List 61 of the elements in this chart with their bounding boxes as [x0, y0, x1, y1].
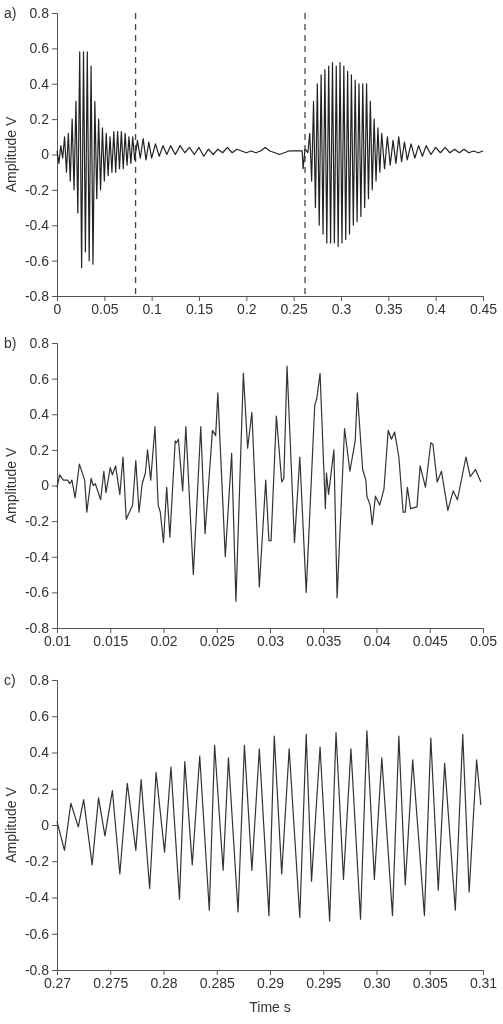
x-tick-label: 0.31: [469, 974, 498, 991]
y-tick-label: 0: [41, 477, 50, 494]
y-tick-label: -0.4: [24, 548, 50, 565]
y-tick-label: -0.2: [24, 513, 50, 530]
line-series: [56, 365, 482, 602]
x-tick-label: 0.45: [469, 300, 498, 317]
x-tick-label: 0.275: [93, 974, 129, 991]
x-tick-label: 0.015: [93, 632, 129, 649]
x-tick-label: 0.02: [150, 632, 178, 649]
y-tick-label: -0.6: [24, 252, 50, 269]
x-tick-label: 0.05: [469, 632, 498, 649]
y-tick-label: -0.6: [24, 584, 50, 601]
y-tick-label: 0.4: [29, 75, 50, 92]
y-tick-label: -0.4: [24, 889, 50, 906]
y-tick-label: 0.4: [29, 744, 50, 761]
x-tick-label: 0.3: [331, 300, 352, 317]
x-axis-title: Time s: [249, 999, 291, 1015]
x-tick-label: 0: [53, 300, 62, 317]
y-tick-label: 0.8: [29, 334, 50, 351]
y-tick-label: 0.8: [29, 671, 50, 688]
x-tick-label: 0.285: [199, 974, 235, 991]
y-axis-title: Amplitude V: [3, 447, 19, 524]
y-tick-label: 0.2: [29, 780, 50, 797]
y-tick-label: 0.2: [29, 441, 50, 458]
y-tick-label: 0: [41, 146, 50, 163]
chart-title: a): [4, 5, 17, 21]
line-series: [56, 730, 482, 922]
y-tick-label: 0: [41, 816, 50, 833]
y-tick-label: 0.8: [29, 4, 50, 21]
chart-title: b): [4, 335, 17, 351]
y-axis-title: Amplitude V: [3, 116, 19, 193]
y-tick-label: 0.6: [29, 708, 50, 725]
y-tick-label: -0.8: [24, 287, 50, 304]
x-tick-label: 0.25: [280, 300, 308, 317]
x-tick-label: 0.15: [185, 300, 214, 317]
x-tick-label: 0.28: [150, 974, 178, 991]
y-tick-label: 0.6: [29, 40, 50, 57]
x-tick-label: 0.305: [412, 974, 448, 991]
y-tick-label: -0.2: [24, 181, 50, 198]
x-tick-label: 0.025: [199, 632, 235, 649]
y-tick-label: 0.2: [29, 111, 50, 128]
x-tick-label: 0.295: [306, 974, 342, 991]
x-tick-label: 0.30: [363, 974, 391, 991]
x-tick-label: 0.05: [91, 300, 119, 317]
y-tick-label: -0.4: [24, 217, 50, 234]
chart-title: c): [4, 672, 16, 688]
x-tick-label: 0.045: [412, 632, 448, 649]
y-tick-label: 0.6: [29, 370, 50, 387]
y-tick-label: -0.2: [24, 853, 50, 870]
x-tick-label: 0.04: [363, 632, 391, 649]
x-tick-label: 0.35: [375, 300, 403, 317]
x-tick-label: 0.4: [426, 300, 447, 317]
y-axis-title: Amplitude V: [3, 786, 19, 863]
y-tick-label: 0.4: [29, 406, 50, 423]
x-tick-label: 0.03: [256, 632, 285, 649]
x-tick-label: 0.29: [256, 974, 285, 991]
line-series: [56, 51, 484, 269]
x-tick-label: 0.2: [237, 300, 257, 317]
x-tick-label: 0.1: [142, 300, 163, 317]
x-tick-label: 0.035: [306, 632, 342, 649]
y-tick-label: -0.6: [24, 925, 50, 942]
